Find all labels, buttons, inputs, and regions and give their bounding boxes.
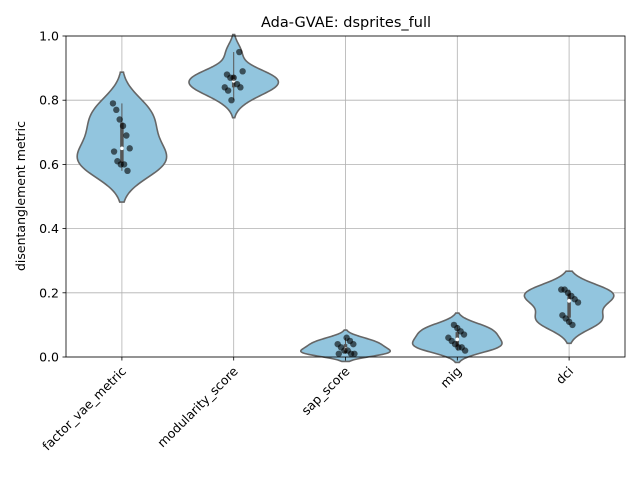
median-marker [567,299,571,303]
data-point [351,350,358,357]
y-axis-title: disentanglement metric [13,121,28,271]
data-point [228,97,235,104]
y-tick-label: 0.0 [39,350,59,365]
data-point [239,68,246,75]
data-point [230,74,237,81]
data-points [109,48,582,357]
x-tick-label: modularity_score [154,363,241,450]
data-point [113,106,120,114]
data-point [109,100,117,107]
data-point [460,331,468,338]
data-point [124,167,131,175]
data-point [461,347,469,354]
y-tick-label: 1.0 [39,29,59,44]
data-point [335,350,342,357]
y-tick-label: 0.2 [39,285,59,300]
y-tick-label: 0.8 [39,93,59,108]
chart-title: Ada-GVAE: dsprites_full [261,15,431,31]
x-tick-label: dci [553,364,577,388]
x-tick-label: mig [437,364,464,391]
median-marker [455,337,460,342]
median-marker [120,146,124,151]
data-point [569,321,576,329]
y-tick-label: 0.4 [39,221,59,236]
y-tick-label: 0.6 [39,157,59,172]
data-point [116,116,123,123]
data-point [574,299,582,306]
data-point [120,161,128,168]
x-tick-label: sap_score [298,363,353,418]
data-point [224,87,232,94]
data-point [237,84,244,91]
data-point [110,148,118,155]
data-point [126,145,133,152]
data-point [236,48,243,56]
x-tick-label: factor_vae_metric [39,363,129,453]
data-point [350,340,357,348]
data-point [119,122,127,130]
data-point [123,132,130,139]
